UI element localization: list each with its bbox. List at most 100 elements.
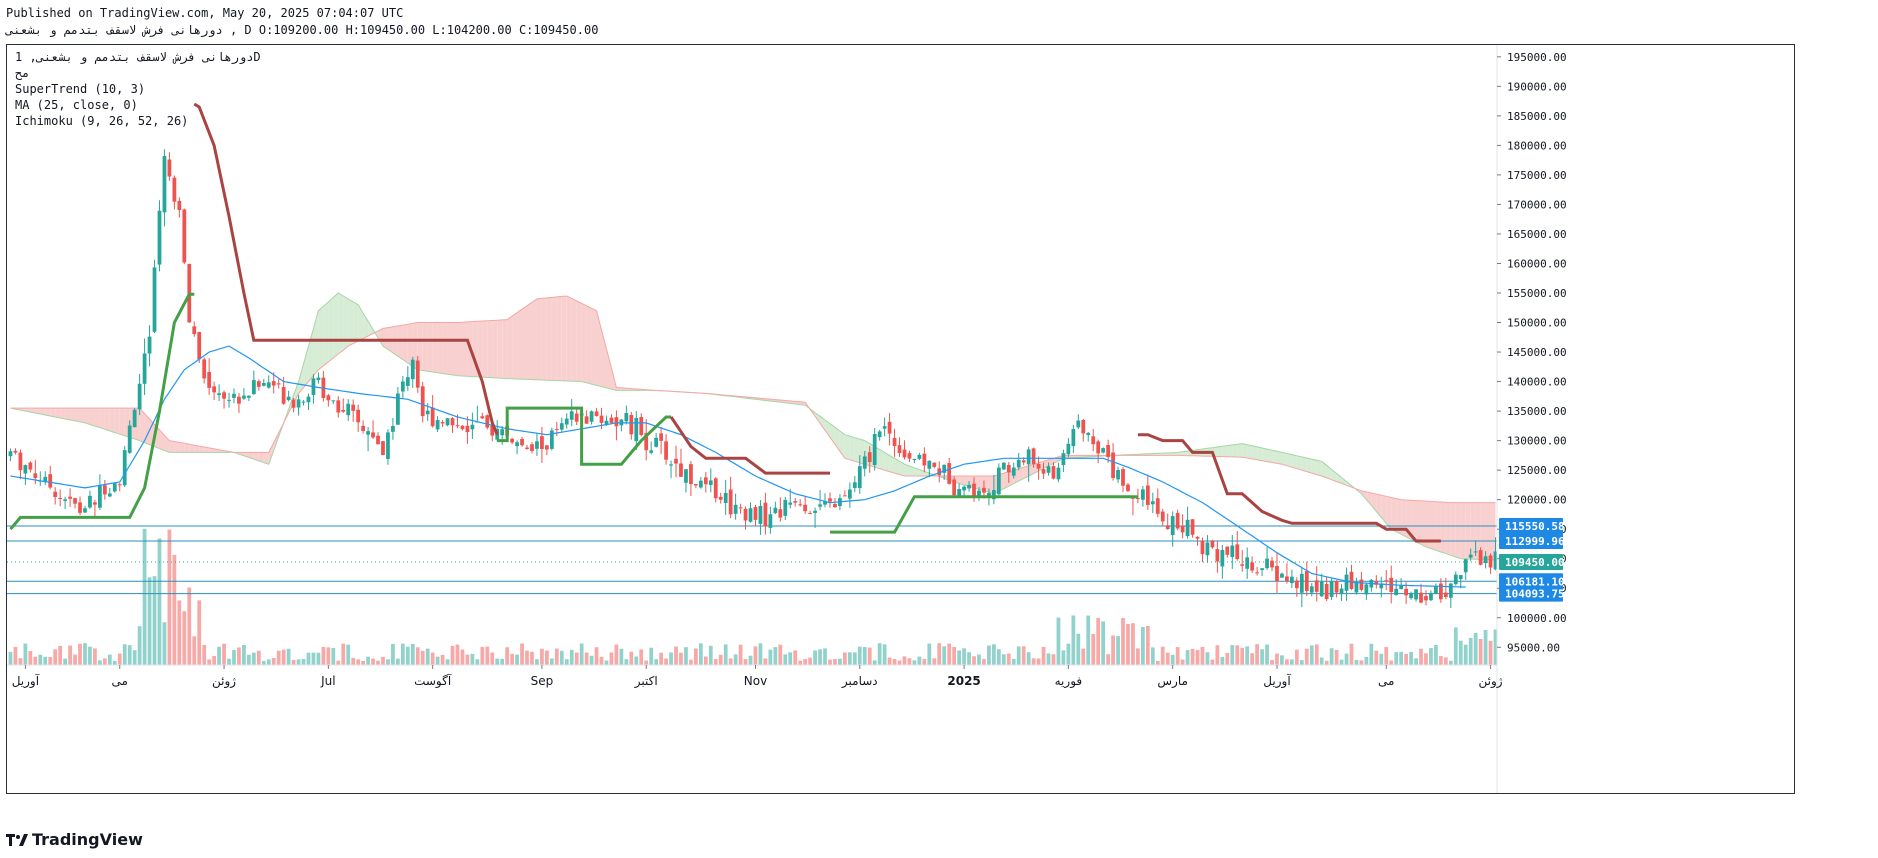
legend-ma[interactable]: MA (25, close, 0): [15, 98, 138, 112]
volume-bar: [1001, 654, 1006, 665]
ichimoku-cloud-segment: [492, 320, 498, 379]
volume-bar: [192, 636, 197, 665]
volume-bar: [28, 651, 33, 665]
candle-body: [748, 508, 753, 522]
candle-body: [1061, 453, 1066, 465]
candle-body: [713, 478, 718, 499]
candle-body: [182, 209, 187, 263]
supertrend-up-line: [497, 406, 672, 466]
volume-bar: [624, 659, 629, 665]
ichimoku-cloud-segment: [576, 300, 582, 382]
candle-body: [167, 159, 172, 177]
ichimoku-cloud-segment: [1445, 502, 1451, 556]
ichimoku-cloud-segment: [204, 446, 210, 453]
candle-body: [212, 386, 217, 393]
ichimoku-cloud-segment: [512, 312, 518, 380]
candle-body: [1056, 467, 1061, 480]
candle-body: [117, 484, 122, 486]
price-chart[interactable]: 195000.00 190000.00 185000.00 180000.00 1750…: [7, 45, 1794, 793]
volume-bar: [152, 576, 157, 665]
volume-bar: [1438, 656, 1443, 665]
volume-bar: [1354, 659, 1359, 665]
volume-bar: [1026, 652, 1031, 665]
candle-body: [833, 503, 837, 508]
volume-bar: [68, 645, 72, 665]
ichimoku-cloud-segment: [199, 446, 205, 453]
candle-body: [1434, 585, 1438, 594]
candle-body: [242, 395, 246, 399]
candle-body: [1051, 466, 1056, 479]
candle-body: [793, 501, 798, 503]
volume-bar: [1339, 659, 1344, 665]
candle-body: [1443, 592, 1448, 598]
volume-bar: [1334, 649, 1339, 665]
ichimoku-cloud-segment: [263, 452, 269, 465]
candle-body: [629, 415, 634, 435]
ichimoku-cloud-segment: [1286, 453, 1292, 468]
volume-bar: [1160, 646, 1165, 665]
volume-bar: [162, 622, 167, 665]
tradingview-brand[interactable]: TradingView: [6, 830, 143, 849]
candle-body: [584, 416, 589, 424]
volume-bar: [1155, 660, 1160, 665]
candle-body: [420, 386, 425, 417]
candle-body: [1429, 592, 1433, 601]
volume-bar: [1190, 648, 1195, 665]
volume-bar: [1478, 638, 1483, 665]
candle-body: [207, 372, 212, 388]
volume-bar: [1429, 648, 1433, 665]
volume-bar: [321, 646, 326, 665]
x-tick-label: Nov: [744, 674, 767, 688]
volume-bar: [564, 659, 569, 665]
volume-bar: [808, 657, 813, 665]
ichimoku-cloud-segment: [1252, 445, 1258, 460]
volume-bar: [1121, 617, 1125, 665]
ichimoku-cloud-segment: [522, 305, 528, 380]
chart-panel[interactable]: 195000.00 190000.00 185000.00 180000.00 1750…: [6, 44, 1795, 794]
candle-body: [381, 441, 385, 456]
candle-body: [669, 464, 673, 466]
volume-bar: [609, 652, 614, 665]
volume-bar: [922, 658, 927, 665]
legend-ichimoku[interactable]: Ichimoku (9, 26, 52, 26): [15, 114, 189, 128]
candle-body: [1225, 546, 1230, 555]
candle-body: [510, 438, 515, 443]
volume-bar: [212, 656, 217, 665]
ichimoku-cloud-segment: [1028, 464, 1034, 477]
candle-body: [1235, 544, 1240, 560]
volume-bar: [897, 660, 902, 665]
candle-body: [942, 464, 947, 473]
volume-bar: [1488, 640, 1493, 665]
candle-body: [1483, 556, 1488, 564]
legend-supertrend[interactable]: SuperTrend (10, 3): [15, 82, 146, 96]
volume-bar: [554, 648, 559, 665]
volume-bar: [574, 652, 579, 665]
candle-body: [1230, 545, 1235, 558]
volume-bar: [659, 652, 664, 665]
ichimoku-cloud-segment: [894, 458, 900, 475]
volume-bar: [818, 649, 822, 665]
x-tick-label: آگوست: [414, 673, 452, 689]
volume-bar: [525, 650, 529, 665]
ichimoku-cloud-segment: [358, 304, 364, 342]
supertrend-down-line: [193, 102, 499, 436]
volume-bar: [669, 652, 673, 665]
volume-bar: [1424, 653, 1428, 665]
candle-body: [1240, 564, 1245, 566]
candle-body: [1359, 579, 1364, 590]
ichimoku-cloud-segment: [293, 381, 299, 404]
candle-body: [356, 409, 361, 423]
volume-bar: [495, 658, 500, 665]
volume-bar: [604, 660, 609, 665]
candle-body: [554, 428, 559, 430]
candle-body: [480, 416, 485, 419]
candle-body: [331, 400, 336, 402]
volume-bar: [549, 658, 554, 665]
ichimoku-cloud-segment: [45, 408, 51, 417]
candle-body: [1031, 448, 1036, 465]
volume-bar: [1443, 657, 1448, 665]
volume-bar: [256, 650, 261, 665]
volume-bar: [1101, 621, 1106, 665]
ichimoku-cloud-segment: [502, 319, 508, 379]
supertrend-down-line: [1137, 433, 1441, 543]
